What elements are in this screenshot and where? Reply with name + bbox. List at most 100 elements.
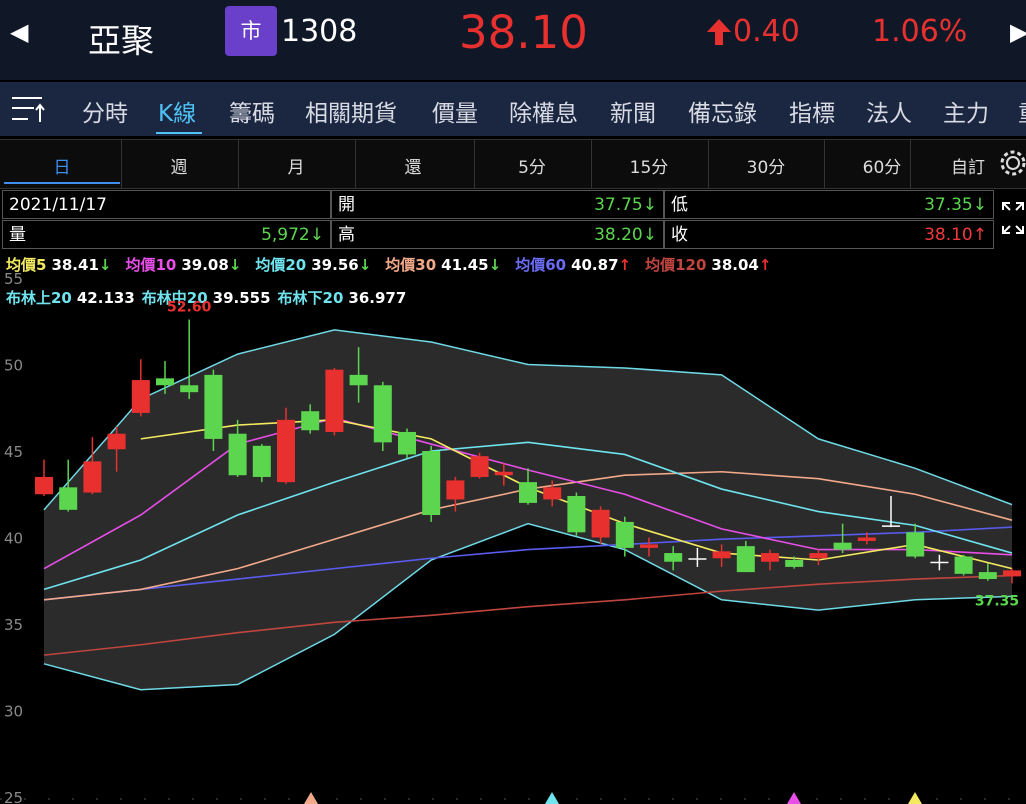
price: 38.10 [459, 6, 588, 59]
candle-body [543, 487, 562, 500]
info-value: 38.20↓ [594, 225, 657, 245]
low-label: 37.35 [975, 593, 1019, 609]
period-tab[interactable]: 15分 [629, 158, 669, 178]
market-badge: 市 [225, 6, 277, 56]
candle-body [470, 456, 489, 477]
tab[interactable]: K線 [158, 101, 197, 127]
ma-legend: 均價5 38.41↓ 均價10 39.08↓ 均價20 39.56↓ 均價30 41.45↓ 均… [6, 254, 785, 275]
period-divider [708, 140, 709, 188]
ma-line [43, 441, 1013, 591]
candle-body [83, 461, 102, 493]
tab[interactable]: 除權息 [509, 101, 578, 127]
ma-value: 39.56 [311, 256, 359, 274]
candle-body [398, 431, 416, 455]
candle-body [180, 385, 199, 393]
tab[interactable]: 價量 [432, 101, 478, 127]
candle-body [446, 480, 465, 500]
boll-value: 39.555 [212, 289, 271, 307]
info-value: 37.75↓ [594, 195, 657, 215]
stock-code: 1308 [281, 14, 358, 49]
tab[interactable]: 主力 [943, 101, 989, 127]
candle-body [906, 532, 925, 557]
candle-body [156, 378, 174, 386]
candle-body [615, 521, 634, 548]
candle-body [325, 369, 344, 432]
tab[interactable]: 法人 [866, 101, 912, 127]
bollinger-upper [43, 329, 1013, 511]
candle-body [567, 495, 586, 533]
period-tab[interactable]: 5分 [518, 158, 546, 178]
candle-body [131, 380, 150, 413]
tab[interactable]: 分時 [82, 101, 128, 127]
ma-name: 均價120 [645, 256, 707, 274]
price-change-pct: 1.06% [872, 14, 968, 49]
period-divider [824, 140, 825, 188]
ma-line [43, 526, 1013, 601]
candle-body [640, 544, 658, 548]
ma-name: 均價60 [515, 256, 567, 274]
period-underline [4, 182, 120, 184]
tab-bar: 分時 K線 籌碼 相關期貨 價量 除權息 新聞 備忘錄 指標 法人 主力 重 [0, 82, 1026, 136]
tab[interactable]: 籌碼 [229, 101, 275, 127]
period-bar: 日 週 月 還 5分 15分 30分 60分 自訂 [0, 139, 1026, 189]
candle-body [35, 476, 53, 495]
ma-value: 38.04 [711, 256, 759, 274]
menu-icon[interactable] [10, 94, 46, 124]
period-tab[interactable]: 週 [170, 158, 188, 178]
ma-value: 39.08 [181, 256, 229, 274]
info-label: 2021/11/17 [9, 195, 107, 215]
info-cell: 2021/11/17 [2, 190, 331, 219]
candle-body [59, 487, 78, 510]
bollinger-lower [43, 522, 1013, 691]
axis-decoration [0, 792, 1026, 804]
period-tab[interactable]: 60分 [862, 158, 902, 178]
high-label: 52.60 [167, 300, 212, 316]
info-label: 低 [671, 195, 688, 215]
tab[interactable]: 相關期貨 [305, 101, 397, 127]
period-divider [474, 140, 475, 188]
info-label: 開 [338, 195, 355, 215]
candle-body [1003, 570, 1021, 577]
period-divider [591, 140, 592, 188]
fullscreen-icon[interactable] [1000, 200, 1026, 236]
candle-body [591, 509, 610, 538]
info-label: 收 [671, 225, 688, 245]
period-tab[interactable]: 月 [287, 158, 305, 178]
ma-name: 均價5 [6, 256, 47, 274]
candle-body [785, 559, 804, 567]
settings-icon[interactable] [998, 148, 1026, 178]
ma-value: 38.41 [51, 256, 99, 274]
ma-value: 41.45 [441, 256, 489, 274]
info-label: 高 [338, 225, 355, 245]
forward-button[interactable]: ▶ [1010, 18, 1026, 46]
y-tick-label: 50 [4, 357, 23, 375]
y-tick-label: 55 [4, 270, 23, 288]
candle-body [228, 433, 247, 476]
ma-name: 均價30 [385, 256, 437, 274]
tab[interactable]: 重 [1018, 94, 1026, 128]
candle-body [930, 561, 949, 564]
period-tab[interactable]: 自訂 [951, 158, 985, 178]
ma-arrow: ↓ [98, 256, 112, 274]
tab[interactable]: 備忘錄 [688, 101, 757, 127]
back-button[interactable]: ◀ [10, 18, 29, 46]
period-tab[interactable]: 還 [404, 158, 422, 178]
ma-arrow: ↑ [758, 256, 772, 274]
candle-body [688, 558, 707, 560]
info-cell: 量 5,972↓ [2, 220, 331, 249]
boll-value: 42.133 [76, 289, 135, 307]
header: ◀ 亞聚 市 1308 38.10 0.40 1.06% ▶ [0, 0, 1026, 80]
boll-name: 布林下20 [277, 289, 344, 307]
candle-body [857, 537, 876, 541]
boll-name: 布林上20 [6, 289, 72, 307]
tab[interactable]: 指標 [789, 101, 835, 127]
period-tab[interactable]: 30分 [746, 158, 786, 178]
boll-value: 36.977 [348, 289, 407, 307]
period-tab[interactable]: 日 [53, 158, 71, 178]
tab[interactable]: 新聞 [610, 101, 656, 127]
up-arrow-icon [707, 19, 731, 45]
ma-arrow: ↓ [228, 256, 242, 274]
ma-arrow: ↓ [488, 256, 502, 274]
